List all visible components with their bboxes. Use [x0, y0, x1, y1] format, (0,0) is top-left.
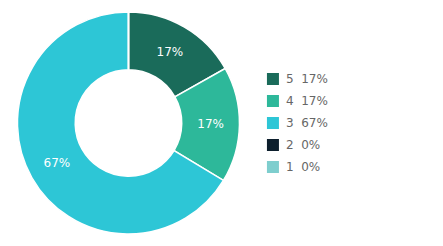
donut: [17, 12, 239, 234]
legend-swatch: [267, 95, 279, 107]
legend-label: 3 67%: [286, 116, 328, 130]
slice: [17, 12, 223, 234]
chart: 17% 17% 67% 5 17% 4 17% 3 67% 2 0% 1 0%: [0, 0, 443, 246]
legend-swatch: [267, 117, 279, 129]
slice: [128, 12, 130, 70]
legend-item: 4 17%: [267, 94, 328, 108]
legend-label: 1 0%: [286, 160, 320, 174]
legend-item: 5 17%: [267, 72, 328, 86]
slice: [128, 12, 130, 70]
legend: 5 17% 4 17% 3 67% 2 0% 1 0%: [267, 72, 328, 174]
legend-swatch: [267, 161, 279, 173]
legend-label: 2 0%: [286, 138, 320, 152]
legend-item: 3 67%: [267, 116, 328, 130]
data-label: 17%: [197, 117, 224, 131]
legend-swatch: [267, 73, 279, 85]
legend-label: 5 17%: [286, 72, 328, 86]
data-label: 17%: [157, 45, 184, 59]
legend-label: 4 17%: [286, 94, 328, 108]
legend-item: 2 0%: [267, 138, 320, 152]
legend-swatch: [267, 139, 279, 151]
data-label: 67%: [44, 156, 71, 170]
data-labels: 17% 17% 67%: [44, 45, 224, 170]
legend-item: 1 0%: [267, 160, 320, 174]
